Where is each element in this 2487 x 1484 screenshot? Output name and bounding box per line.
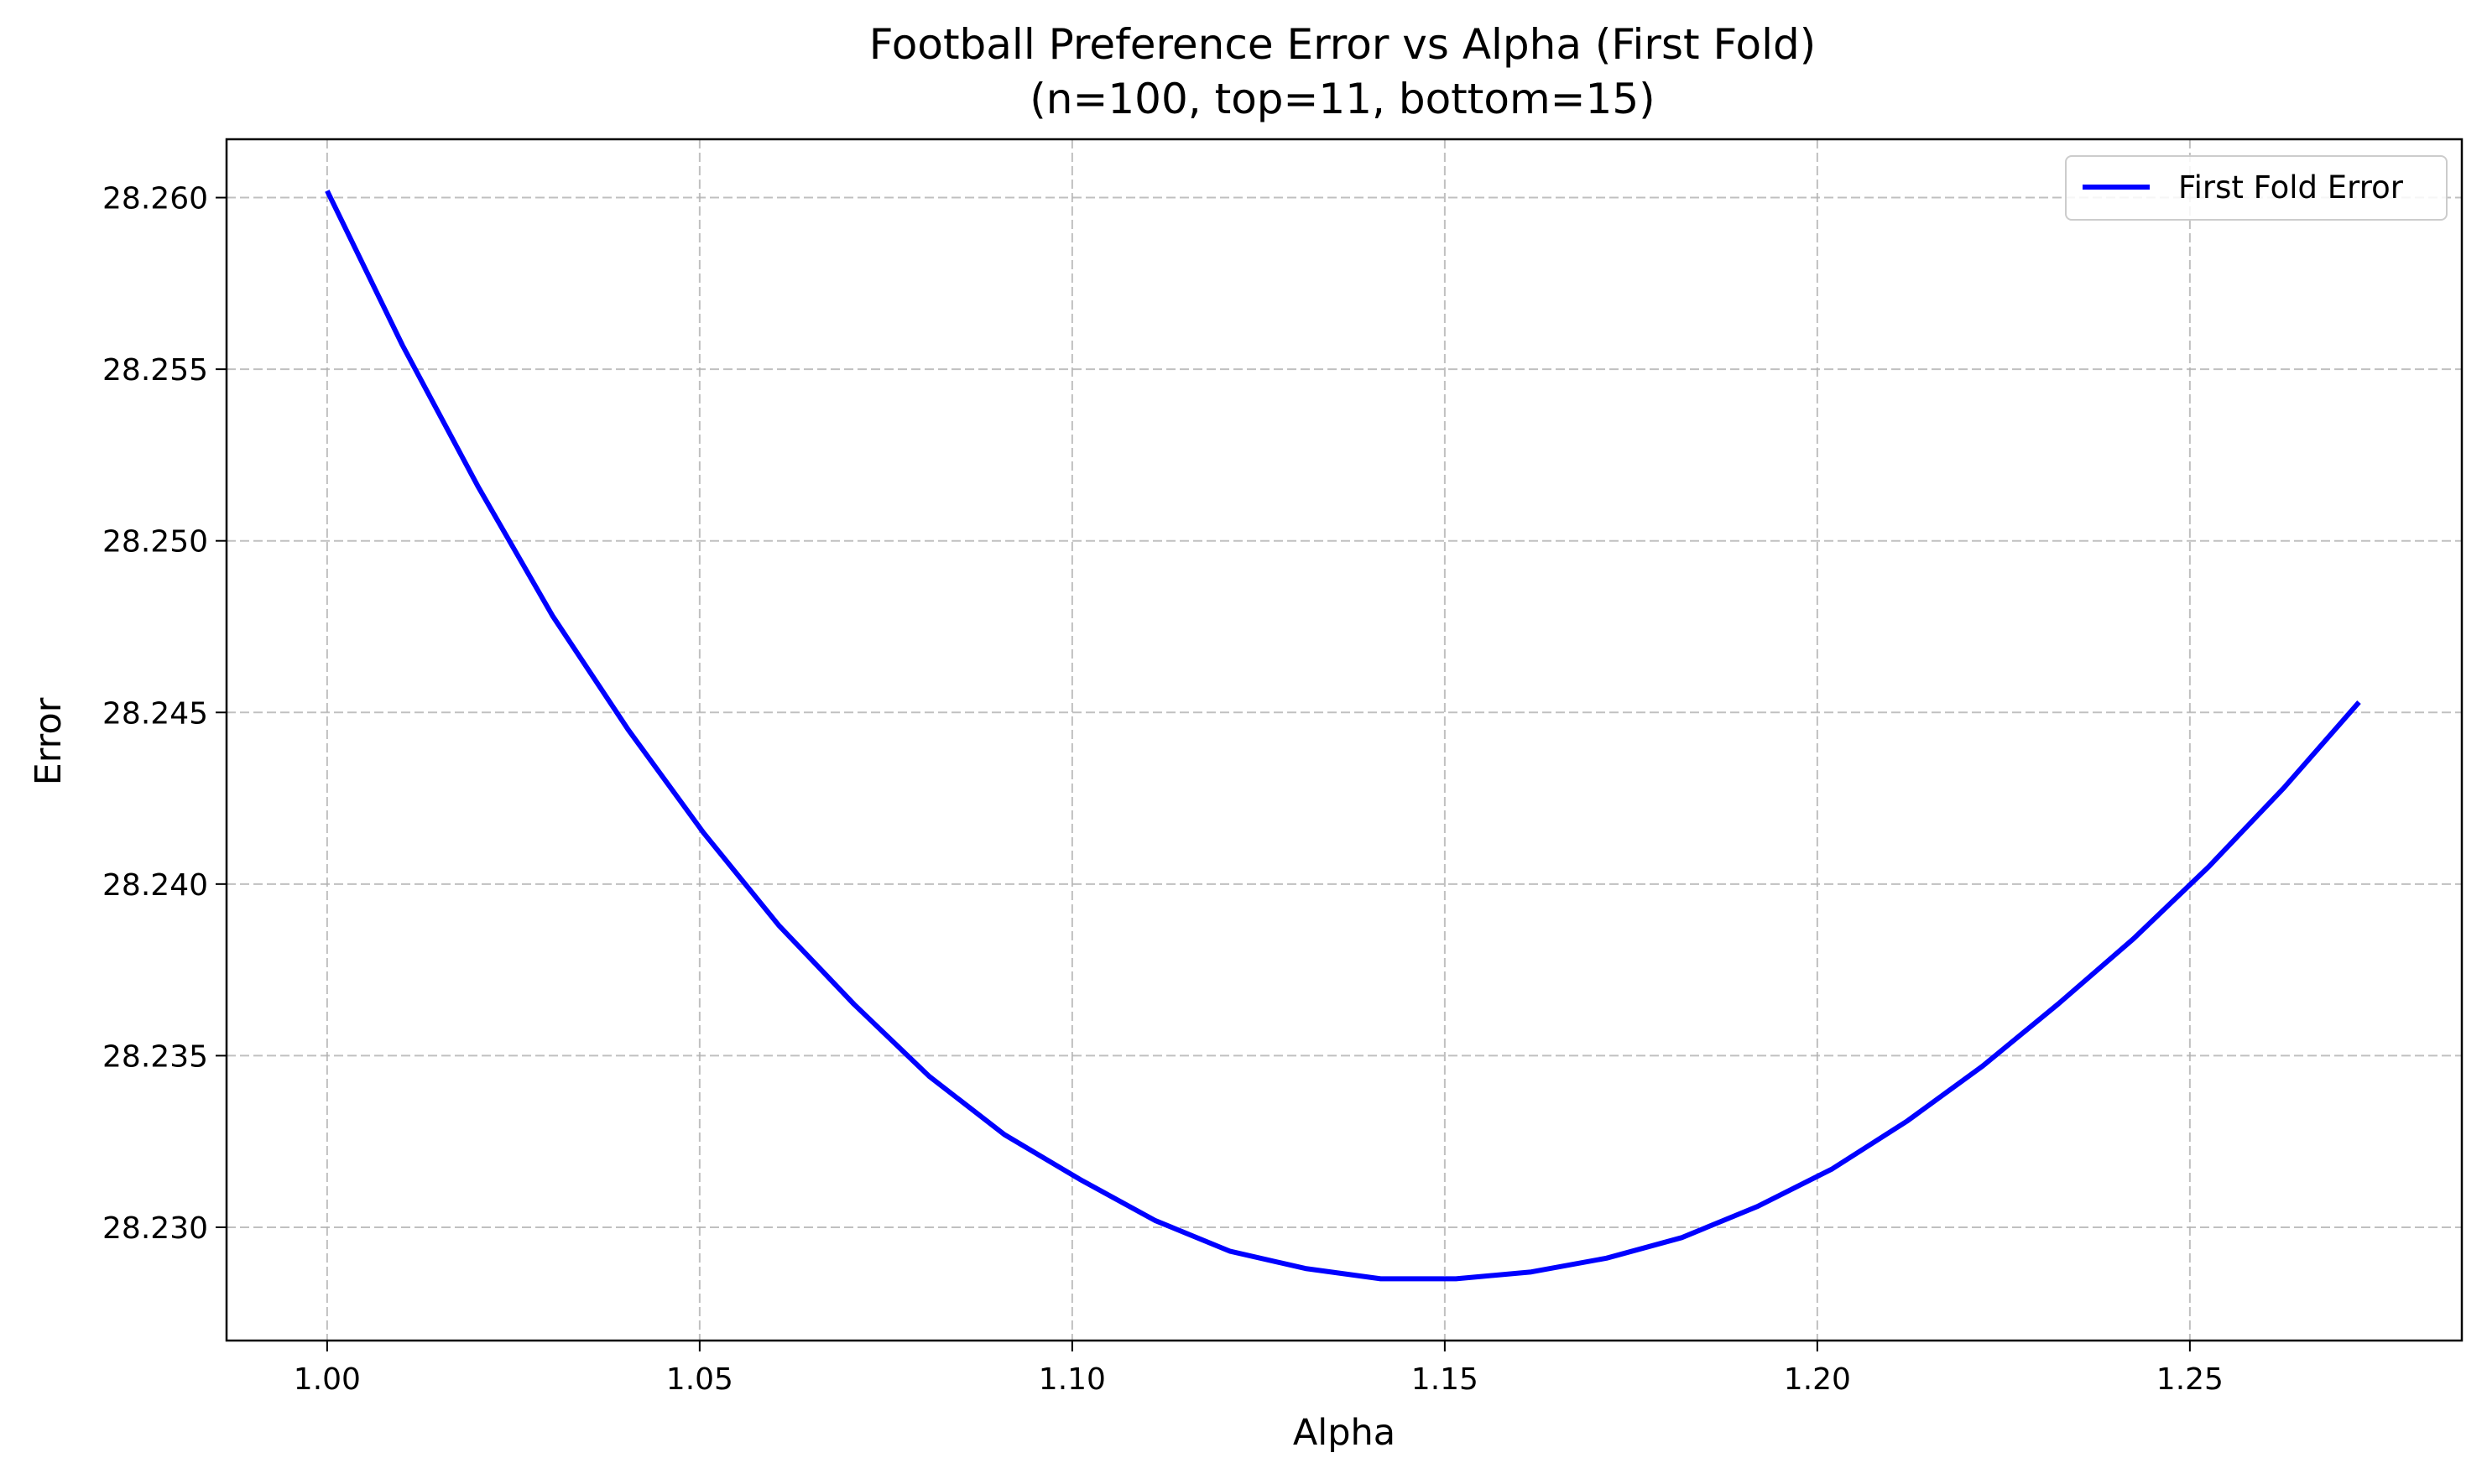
x-tick-label: 1.05	[666, 1362, 733, 1397]
x-tick-label: 1.20	[1784, 1362, 1851, 1397]
chart-subtitle: (n=100, top=11, bottom=15)	[1030, 75, 1655, 123]
legend-box	[2065, 155, 2448, 221]
y-tick-label: 28.255	[102, 353, 208, 388]
y-tick-label: 28.230	[102, 1211, 208, 1246]
x-tick-label: 1.25	[2156, 1362, 2224, 1397]
y-tick-label: 28.240	[102, 868, 208, 903]
x-tick-label: 1.15	[1411, 1362, 1478, 1397]
axis-ticks: 1.00 1.05 1.10 1.15 1.20 1.25 28.230 28.235 28.2…	[102, 182, 2224, 1397]
chart-title: Football Preference Error vs Alpha (Firs…	[869, 20, 1816, 69]
y-tick-label: 28.235	[102, 1039, 208, 1074]
x-tick-label: 1.00	[294, 1362, 361, 1397]
y-tick-label: 28.245	[102, 696, 208, 731]
grid-lines	[227, 139, 2462, 1341]
y-tick-label: 28.260	[102, 182, 208, 216]
y-tick-label: 28.250	[102, 525, 208, 560]
series-layer	[325, 190, 2361, 1282]
x-axis-label: Alpha	[1293, 1412, 1395, 1454]
plot-frame	[225, 138, 2464, 1342]
x-tick-label: 1.10	[1039, 1362, 1106, 1397]
y-axis-label: Error	[28, 697, 70, 785]
series-line-first-fold-error	[325, 190, 2361, 1282]
legend: First Fold Error	[2065, 155, 2448, 221]
legend-label: First Fold Error	[2178, 169, 2404, 206]
